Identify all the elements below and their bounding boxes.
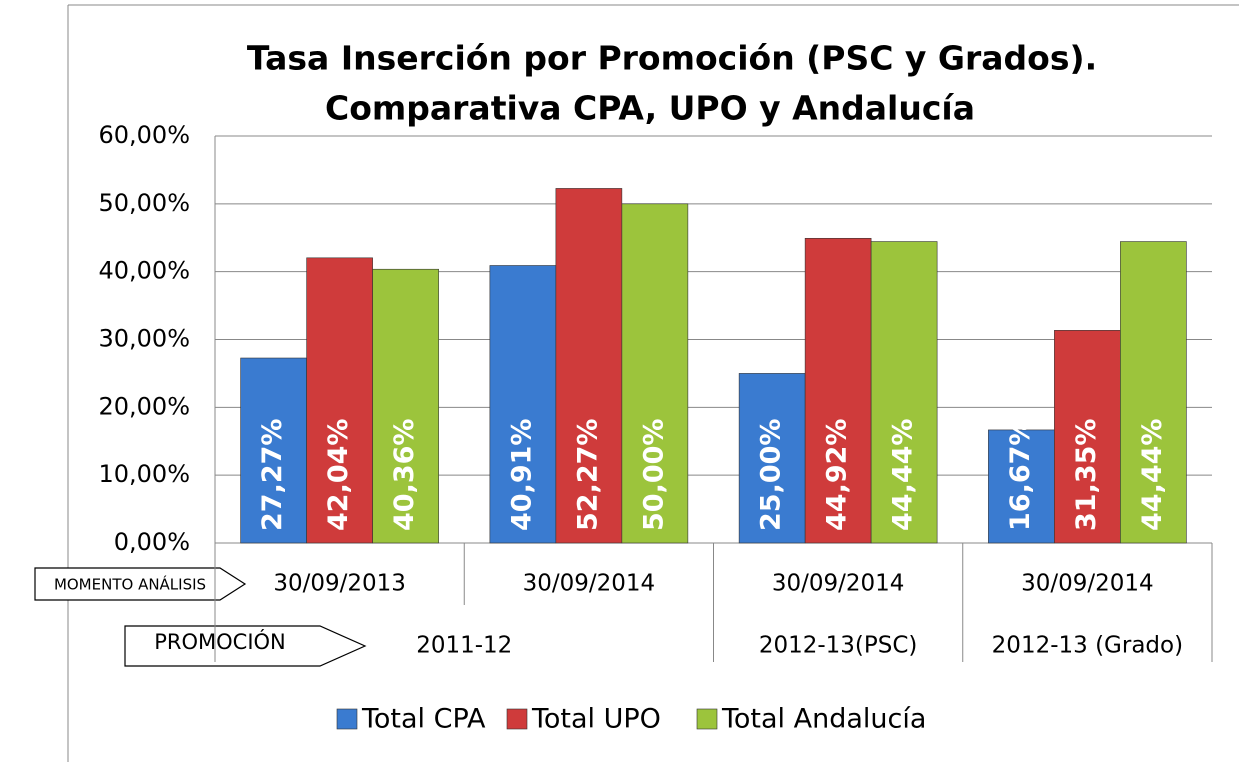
y-tick-label: 20,00% xyxy=(98,392,190,420)
group-label: 2012-13(PSC) xyxy=(759,633,918,659)
data-label: 44,44% xyxy=(888,419,919,531)
data-label: 31,35% xyxy=(1071,419,1102,531)
bar xyxy=(489,265,557,544)
y-tick-label: 30,00% xyxy=(98,325,190,353)
chart-title: Tasa Inserción por Promoción (PSC y Grad… xyxy=(247,39,1097,78)
y-tick-label: 50,00% xyxy=(98,189,190,217)
y-tick-label: 10,00% xyxy=(98,460,190,488)
data-label: 27,27% xyxy=(257,419,288,531)
y-tick-label: 60,00% xyxy=(98,121,190,149)
bar xyxy=(870,241,938,544)
data-label: 25,00% xyxy=(756,419,787,531)
bar xyxy=(988,429,1055,544)
x-tick-label: 30/09/2014 xyxy=(772,571,905,597)
data-label: 44,92% xyxy=(822,419,853,531)
legend-swatch xyxy=(336,708,358,730)
data-label: 40,36% xyxy=(389,419,420,531)
bar xyxy=(738,373,806,544)
chart-title: Comparativa CPA, UPO y Andalucía xyxy=(325,89,975,128)
x-tick-label: 30/09/2014 xyxy=(523,571,656,597)
arrow xyxy=(124,625,367,667)
bar xyxy=(240,357,307,544)
legend-label: Total Andalucía xyxy=(721,704,926,735)
annotation: MOMENTO ANÁLISIS xyxy=(54,575,206,594)
bar xyxy=(621,203,689,544)
data-label: 42,04% xyxy=(323,419,354,531)
bar xyxy=(1120,241,1187,544)
legend-label: Total CPA xyxy=(361,704,486,735)
data-label: 44,44% xyxy=(1137,419,1168,531)
legend-swatch xyxy=(696,708,718,730)
bar xyxy=(555,188,623,544)
data-label: 40,91% xyxy=(506,419,537,531)
bar xyxy=(372,268,439,544)
data-label: 52,27% xyxy=(572,419,603,531)
arrow xyxy=(34,567,247,601)
x-tick-label: 30/09/2014 xyxy=(1021,571,1154,597)
bar xyxy=(1054,330,1121,544)
legend-swatch xyxy=(506,708,528,730)
bar xyxy=(804,237,872,544)
x-tick-label: 30/09/2013 xyxy=(273,571,406,597)
y-tick-label: 0,00% xyxy=(114,528,190,556)
data-label: 50,00% xyxy=(638,419,669,531)
data-label: 16,67% xyxy=(1005,419,1036,531)
group-label: 2011-12 xyxy=(416,633,512,659)
annotation: PROMOCIÓN xyxy=(154,629,286,654)
legend-label: Total UPO xyxy=(531,704,661,735)
bar xyxy=(306,257,373,544)
group-label: 2012-13 (Grado) xyxy=(992,633,1183,659)
y-tick-label: 40,00% xyxy=(98,257,190,285)
